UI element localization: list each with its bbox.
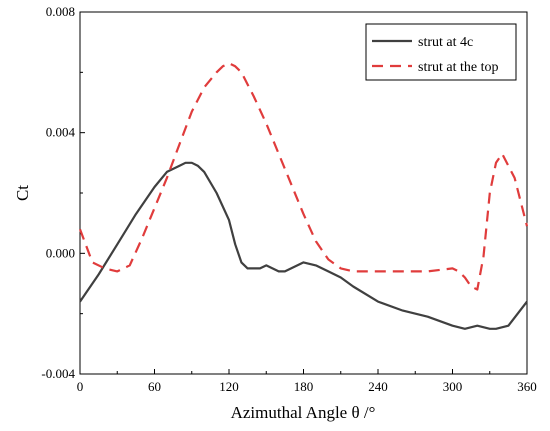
x-tick-label: 360 [517, 379, 537, 394]
y-axis-tick-labels: -0.004 0.000 0.004 0.008 [41, 4, 75, 381]
x-tick-label: 60 [148, 379, 161, 394]
y-tick-label: 0.008 [46, 4, 75, 19]
x-tick-label: 240 [368, 379, 388, 394]
legend-label-strut-at-4c: strut at 4c [418, 35, 473, 50]
y-tick-label: 0.000 [46, 245, 75, 260]
series-line-strut-at-4c [79, 161, 528, 330]
x-tick-label: 0 [77, 379, 84, 394]
legend-box [365, 23, 517, 81]
x-axis-tick-labels: 0 60 120 180 240 300 360 [77, 379, 537, 394]
x-tick-label: 300 [443, 379, 463, 394]
y-axis-ticks [80, 11, 85, 375]
legend-label-strut-at-the-top: strut at the top [418, 60, 499, 75]
series-lines [78, 62, 529, 330]
y-tick-label: -0.004 [41, 366, 75, 381]
y-tick-label: 0.004 [46, 125, 76, 140]
series-line-strut-at-the-top [78, 62, 529, 291]
y-axis-title: Ct [13, 185, 32, 201]
x-axis-ticks [79, 369, 528, 374]
x-axis-title: Azimuthal Angle θ /° [231, 403, 376, 422]
x-tick-label: 180 [294, 379, 314, 394]
x-tick-label: 120 [219, 379, 239, 394]
legend: strut at 4c strut at the top [365, 23, 517, 81]
